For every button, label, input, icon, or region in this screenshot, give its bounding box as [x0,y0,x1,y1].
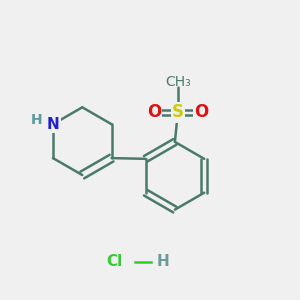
Text: Cl: Cl [106,254,123,269]
Text: H: H [31,113,43,127]
Text: CH₃: CH₃ [165,74,191,88]
Text: S: S [172,103,184,122]
Text: N: N [46,117,59,132]
Text: O: O [194,103,208,122]
Text: H: H [157,254,169,269]
Text: O: O [147,103,161,122]
